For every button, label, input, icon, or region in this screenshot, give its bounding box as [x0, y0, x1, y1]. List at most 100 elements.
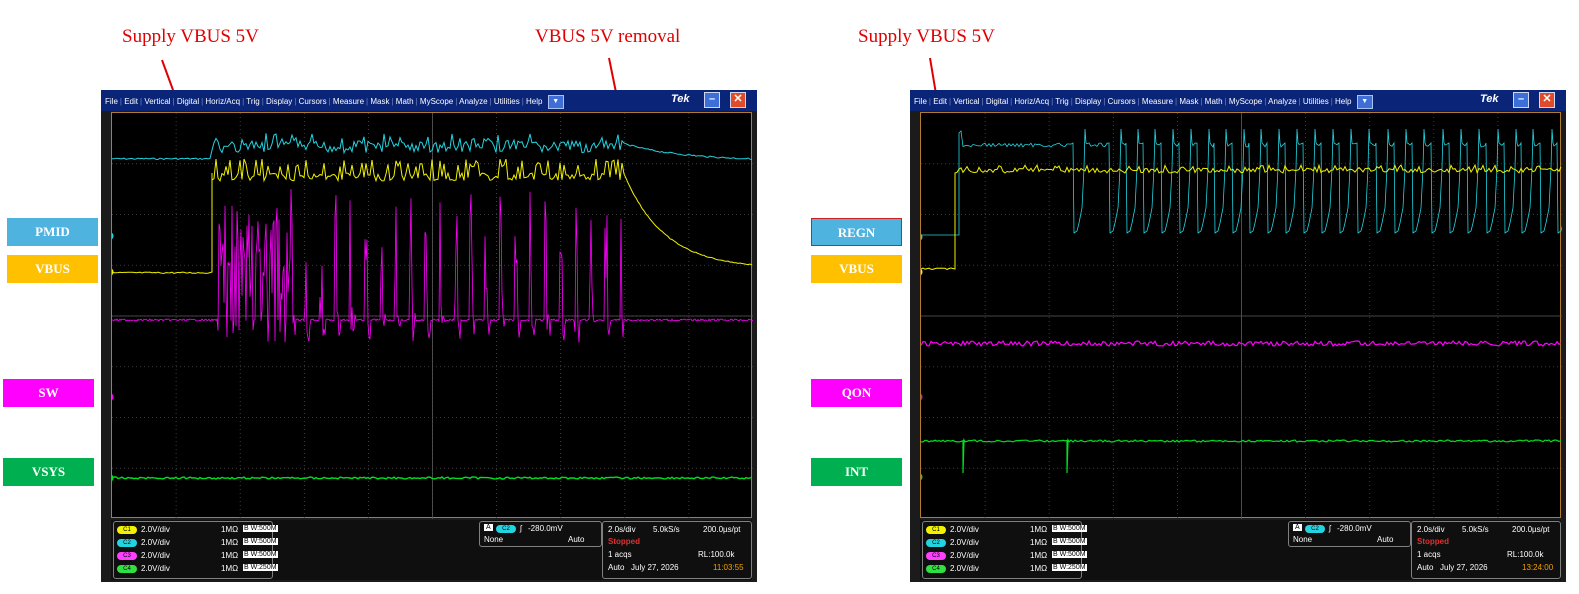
ch1-badge: C1: [926, 525, 946, 534]
menu-display[interactable]: Display: [1075, 97, 1102, 107]
channel-row[interactable]: C1 2.0V/div 1MΩ B W:500M: [117, 525, 278, 537]
trigger-source-badge: C2: [496, 525, 516, 533]
menu-horiz-acq[interactable]: Horiz/Acq: [1014, 97, 1050, 107]
channel-settings[interactable]: C1 2.0V/div 1MΩ B W:500M C2 2.0V/div 1MΩ B W:5…: [922, 521, 1087, 579]
menu-mask[interactable]: Mask: [1179, 97, 1199, 107]
ch4-vdiv: 2.0V/div: [950, 564, 979, 573]
menu-utilities[interactable]: Utilities: [493, 97, 520, 107]
waveform-svg: 2 1 3 4: [112, 113, 753, 519]
channel-row[interactable]: C2 2.0V/div 1MΩ B W:500M: [117, 538, 278, 550]
menu-math[interactable]: Math: [1204, 97, 1223, 107]
ch4-bandwidth: B W:250M: [243, 564, 278, 571]
trigger-mode-letter: A: [1293, 524, 1302, 531]
close-button[interactable]: ✕: [730, 92, 746, 108]
menu-bar: File | Edit | Vertical | Digital | Horiz/Acq…: [101, 90, 757, 111]
menu-help[interactable]: Help: [526, 97, 543, 107]
menu-dropdown-icon[interactable]: ▼: [547, 95, 564, 109]
ch3-badge: C3: [117, 551, 137, 560]
ch4-badge: C4: [117, 564, 137, 573]
ch1-impedance: 1MΩ: [1030, 525, 1048, 534]
menu-digital[interactable]: Digital: [985, 97, 1009, 107]
channel-marker-1[interactable]: 1: [921, 268, 923, 277]
channel-marker-4[interactable]: 4: [921, 473, 923, 482]
trigger-coupling: None: [1293, 535, 1313, 544]
menu-file[interactable]: File: [914, 97, 927, 107]
tek-logo: Tek: [671, 93, 690, 105]
menu-measure[interactable]: Measure: [332, 97, 365, 107]
horizontal-settings[interactable]: 2.0s/div 5.0kS/s 200.0µs/pt Stopped 1 ac…: [1411, 521, 1561, 579]
menu-analyze[interactable]: Analyze: [1268, 97, 1297, 107]
acq-state: Stopped: [1417, 537, 1449, 546]
scope-window-left: File | Edit | Vertical | Digital | Horiz/Acq…: [101, 90, 757, 582]
channel-row[interactable]: C3 2.0V/div 1MΩ B W:500M: [926, 551, 1087, 563]
ch1-badge: C1: [117, 525, 137, 534]
menu-file[interactable]: File: [105, 97, 118, 107]
menu-utilities[interactable]: Utilities: [1302, 97, 1329, 107]
channel-row[interactable]: C1 2.0V/div 1MΩ B W:500M: [926, 525, 1087, 537]
trigger-mode-letter: A: [484, 524, 493, 531]
menu-measure[interactable]: Measure: [1141, 97, 1174, 107]
channel-settings[interactable]: C1 2.0V/div 1MΩ B W:500M C2 2.0V/div 1MΩ B W:5…: [113, 521, 278, 579]
menu-dropdown-icon[interactable]: ▼: [1356, 95, 1373, 109]
ch3-impedance: 1MΩ: [221, 551, 239, 560]
channel-marker-2[interactable]: 2: [112, 232, 114, 241]
trigger-mode: Auto: [568, 535, 585, 544]
close-button[interactable]: ✕: [1539, 92, 1555, 108]
horizontal-settings[interactable]: 2.0s/div 5.0kS/s 200.0µs/pt Stopped 1 ac…: [602, 521, 752, 579]
channel-row[interactable]: C3 2.0V/div 1MΩ B W:500M: [117, 551, 278, 563]
label-vbus-left: VBUS: [7, 255, 98, 283]
trace-sw: [112, 189, 753, 343]
sample-rate: 5.0kS/s: [653, 525, 680, 534]
ch2-bandwidth: B W:500M: [1052, 538, 1087, 545]
ch2-impedance: 1MΩ: [1030, 538, 1048, 547]
minimize-button[interactable]: –: [704, 92, 720, 108]
trigger-level: -280.0mV: [528, 524, 563, 533]
menu-cursors[interactable]: Cursors: [298, 97, 327, 107]
menu-math[interactable]: Math: [395, 97, 414, 107]
channel-marker-4[interactable]: 4: [112, 474, 114, 483]
tek-logo: Tek: [1480, 93, 1499, 105]
channel-marker-1[interactable]: 1: [112, 268, 114, 277]
menu-trig[interactable]: Trig: [1055, 97, 1069, 107]
channel-marker-3[interactable]: 3: [921, 393, 923, 402]
menu-vertical[interactable]: Vertical: [953, 97, 980, 107]
menu-myscope[interactable]: MyScope: [419, 97, 454, 107]
clock-time: 13:24:00: [1522, 563, 1554, 572]
ch3-vdiv: 2.0V/div: [950, 551, 979, 560]
waveform-display: 2 1 3 4: [111, 112, 753, 519]
menu-display[interactable]: Display: [266, 97, 293, 107]
menu-mask[interactable]: Mask: [370, 97, 390, 107]
trigger-settings[interactable]: A C2 ʃ -280.0mV None Auto: [1288, 521, 1411, 547]
trigger-level: -280.0mV: [1337, 524, 1372, 533]
channel-row[interactable]: C2 2.0V/div 1MΩ B W:500M: [926, 538, 1087, 550]
minimize-button[interactable]: –: [1513, 92, 1529, 108]
label-sw: SW: [3, 379, 94, 407]
menu-edit[interactable]: Edit: [124, 97, 138, 107]
channel-marker-2[interactable]: 2: [921, 233, 923, 242]
trigger-coupling: None: [484, 535, 504, 544]
ch4-impedance: 1MΩ: [221, 564, 239, 573]
menu-digital[interactable]: Digital: [176, 97, 200, 107]
resolution: 200.0µs/pt: [703, 525, 741, 534]
trigger-settings[interactable]: A C2 ʃ -280.0mV None Auto: [479, 521, 602, 547]
channel-row[interactable]: C4 2.0V/div 1MΩ B W:250M: [117, 564, 278, 576]
channel-marker-3[interactable]: 3: [112, 393, 114, 402]
timebase: 2.0s/div: [608, 525, 636, 534]
ch2-vdiv: 2.0V/div: [950, 538, 979, 547]
menu-analyze[interactable]: Analyze: [459, 97, 488, 107]
menu-myscope[interactable]: MyScope: [1228, 97, 1263, 107]
ch1-vdiv: 2.0V/div: [141, 525, 170, 534]
menu-edit[interactable]: Edit: [933, 97, 947, 107]
ch2-badge: C2: [926, 538, 946, 547]
trigger-edge-icon: ʃ: [1329, 524, 1331, 533]
menu-cursors[interactable]: Cursors: [1107, 97, 1136, 107]
waveform-svg: 2 1 3 4: [921, 113, 1562, 519]
channel-row[interactable]: C4 2.0V/div 1MΩ B W:250M: [926, 564, 1087, 576]
menu-help[interactable]: Help: [1335, 97, 1352, 107]
menu-vertical[interactable]: Vertical: [144, 97, 171, 107]
menu-trig[interactable]: Trig: [246, 97, 260, 107]
readout-panel: C1 2.0V/div 1MΩ B W:500M C2 2.0V/div 1MΩ B W:5…: [111, 520, 752, 580]
menu-horiz-acq[interactable]: Horiz/Acq: [205, 97, 241, 107]
scope-window-right: File | Edit | Vertical | Digital | Horiz/Acq…: [910, 90, 1566, 582]
timebase: 2.0s/div: [1417, 525, 1445, 534]
